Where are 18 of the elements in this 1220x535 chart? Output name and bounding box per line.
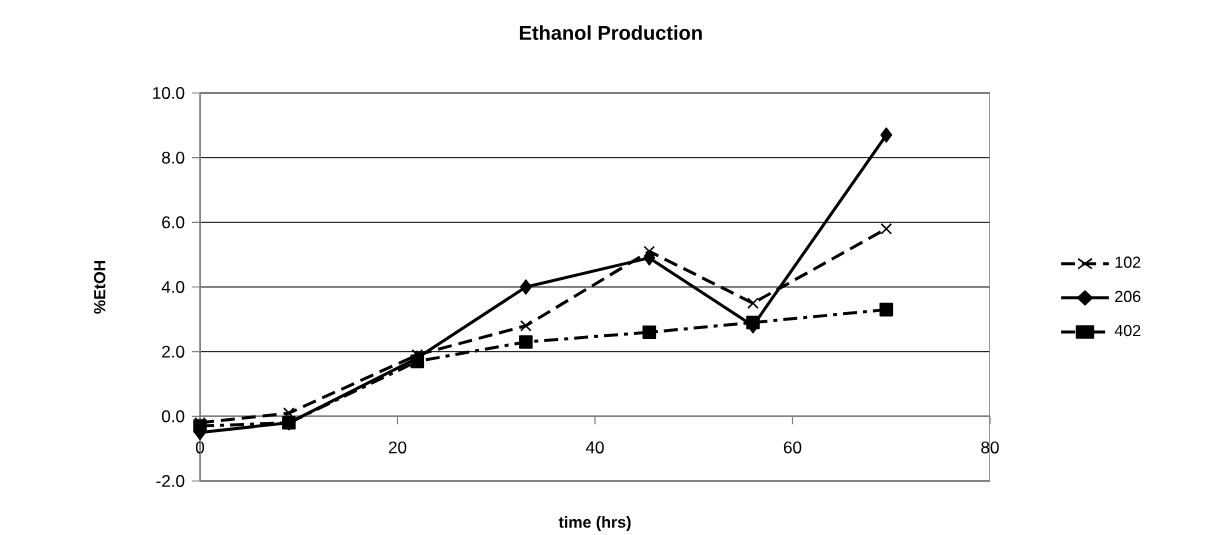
y-tick-label: -2.0	[156, 474, 185, 487]
legend-label: 402	[1114, 324, 1141, 337]
y-tick-label: 4.0	[161, 280, 185, 293]
y-tick-label: 2.0	[162, 345, 185, 358]
x-tick-label: 20	[388, 441, 407, 454]
y-tick-label: 8.0	[162, 151, 185, 164]
legend-label: 102	[1115, 256, 1141, 268]
x-axis-title: time (hrs)	[558, 516, 631, 531]
x-tick-label: 0	[195, 441, 205, 454]
chart-title: Ethanol Production	[519, 25, 702, 40]
y-axis-title: %EtOH	[94, 260, 106, 314]
x-tick-label: 80	[981, 441, 999, 454]
x-tick-label: 40	[585, 441, 604, 454]
y-tick-label: 0.0	[161, 410, 185, 423]
y-tick-label: 6.0	[162, 216, 185, 229]
legend-label: 206	[1115, 290, 1141, 303]
x-tick-label: 60	[783, 441, 802, 454]
y-tick-label: 10.0	[153, 86, 185, 99]
